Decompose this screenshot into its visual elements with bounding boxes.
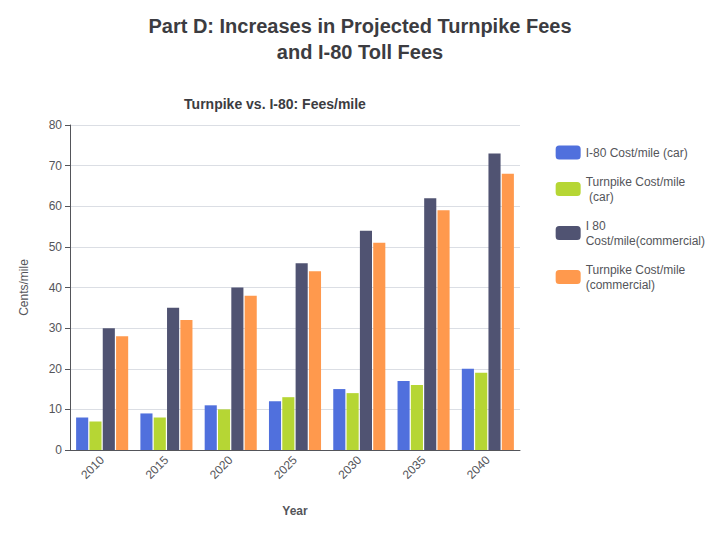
svg-text:2025: 2025 (271, 453, 300, 482)
svg-text:40: 40 (49, 281, 63, 295)
svg-text:and I-80 Toll Fees: and I-80 Toll Fees (277, 41, 443, 63)
svg-text:2035: 2035 (400, 453, 429, 482)
svg-text:2040: 2040 (464, 453, 493, 482)
svg-text:80: 80 (49, 118, 63, 132)
svg-text:2020: 2020 (207, 453, 236, 482)
svg-text:Part D: Increases in Projected: Part D: Increases in Projected Turnpike … (148, 15, 571, 37)
svg-text:(commercial): (commercial) (586, 278, 655, 292)
svg-text:60: 60 (49, 199, 63, 213)
svg-text:I 80: I 80 (586, 219, 606, 233)
svg-text:50: 50 (49, 240, 63, 254)
svg-text:Cost/mile(commercial): Cost/mile(commercial) (586, 234, 705, 248)
svg-text:30: 30 (49, 321, 63, 335)
svg-text:20: 20 (49, 362, 63, 376)
svg-text:2030: 2030 (335, 453, 364, 482)
svg-text:Turnpike Cost/mile: Turnpike Cost/mile (586, 263, 686, 277)
svg-text:0: 0 (55, 443, 62, 457)
svg-text:(car): (car) (586, 190, 614, 204)
svg-text:2010: 2010 (78, 453, 107, 482)
svg-text:Cents/mile: Cents/mile (17, 259, 31, 316)
svg-text:Year: Year (282, 504, 308, 518)
svg-text:Turnpike vs. I-80: Fees/mile: Turnpike vs. I-80: Fees/mile (184, 96, 366, 112)
svg-text:10: 10 (49, 402, 63, 416)
svg-text:70: 70 (49, 159, 63, 173)
svg-text:Turnpike Cost/mile: Turnpike Cost/mile (586, 175, 686, 189)
svg-text:I-80 Cost/mile (car): I-80 Cost/mile (car) (586, 146, 688, 160)
svg-text:2015: 2015 (143, 453, 172, 482)
